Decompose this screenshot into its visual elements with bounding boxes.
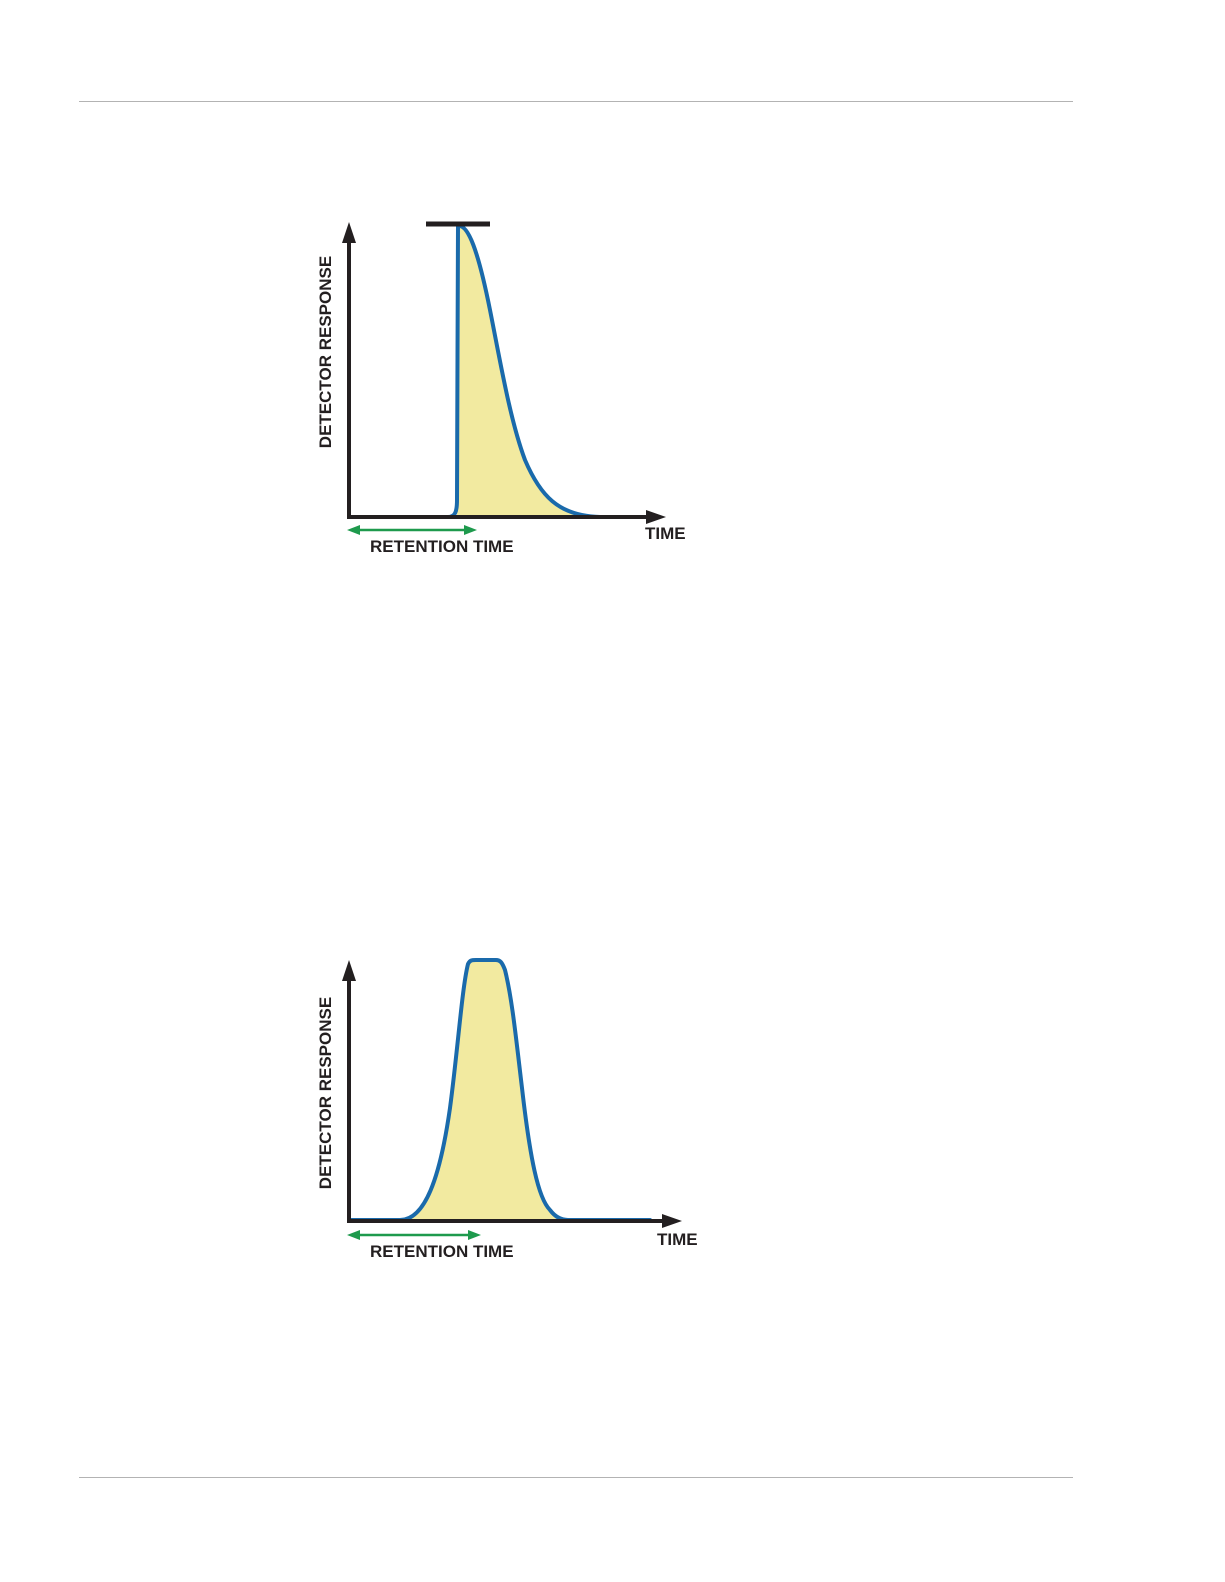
chromatogram-figure-flat-top: DETECTOR RESPONSE TIME RETENTION TIME [300, 948, 720, 1308]
x-axis-label: TIME [657, 1230, 698, 1249]
retention-time-label: RETENTION TIME [370, 1242, 514, 1261]
retention-time-label: RETENTION TIME [370, 537, 514, 556]
y-axis-arrowhead [342, 222, 356, 243]
x-axis-arrowhead [662, 1214, 682, 1228]
peak-curve [348, 958, 652, 1222]
chromatogram-flat-top-svg: DETECTOR RESPONSE TIME RETENTION TIME [316, 958, 698, 1261]
retention-arrowhead-right [468, 1230, 481, 1240]
peak-area-fill [400, 960, 568, 1220]
x-axis-label: TIME [645, 524, 686, 543]
chromatogram-tailing-svg: DETECTOR RESPONSE TIME RETENTION TIME [316, 221, 686, 556]
retention-arrowhead-left [347, 1230, 360, 1240]
footer-rule [79, 1477, 1073, 1478]
header-rule [79, 101, 1073, 102]
y-axis-label: DETECTOR RESPONSE [316, 997, 335, 1189]
y-axis-arrowhead [342, 960, 356, 981]
peak-curve [348, 224, 642, 519]
y-axis-label: DETECTOR RESPONSE [316, 256, 335, 448]
chromatogram-figure-tailing: DETECTOR RESPONSE TIME RETENTION TIME [300, 210, 720, 570]
retention-arrowhead-left [347, 525, 360, 535]
retention-arrowhead-right [464, 525, 477, 535]
x-axis-arrowhead [646, 510, 666, 524]
peak-area-fill [457, 225, 585, 515]
